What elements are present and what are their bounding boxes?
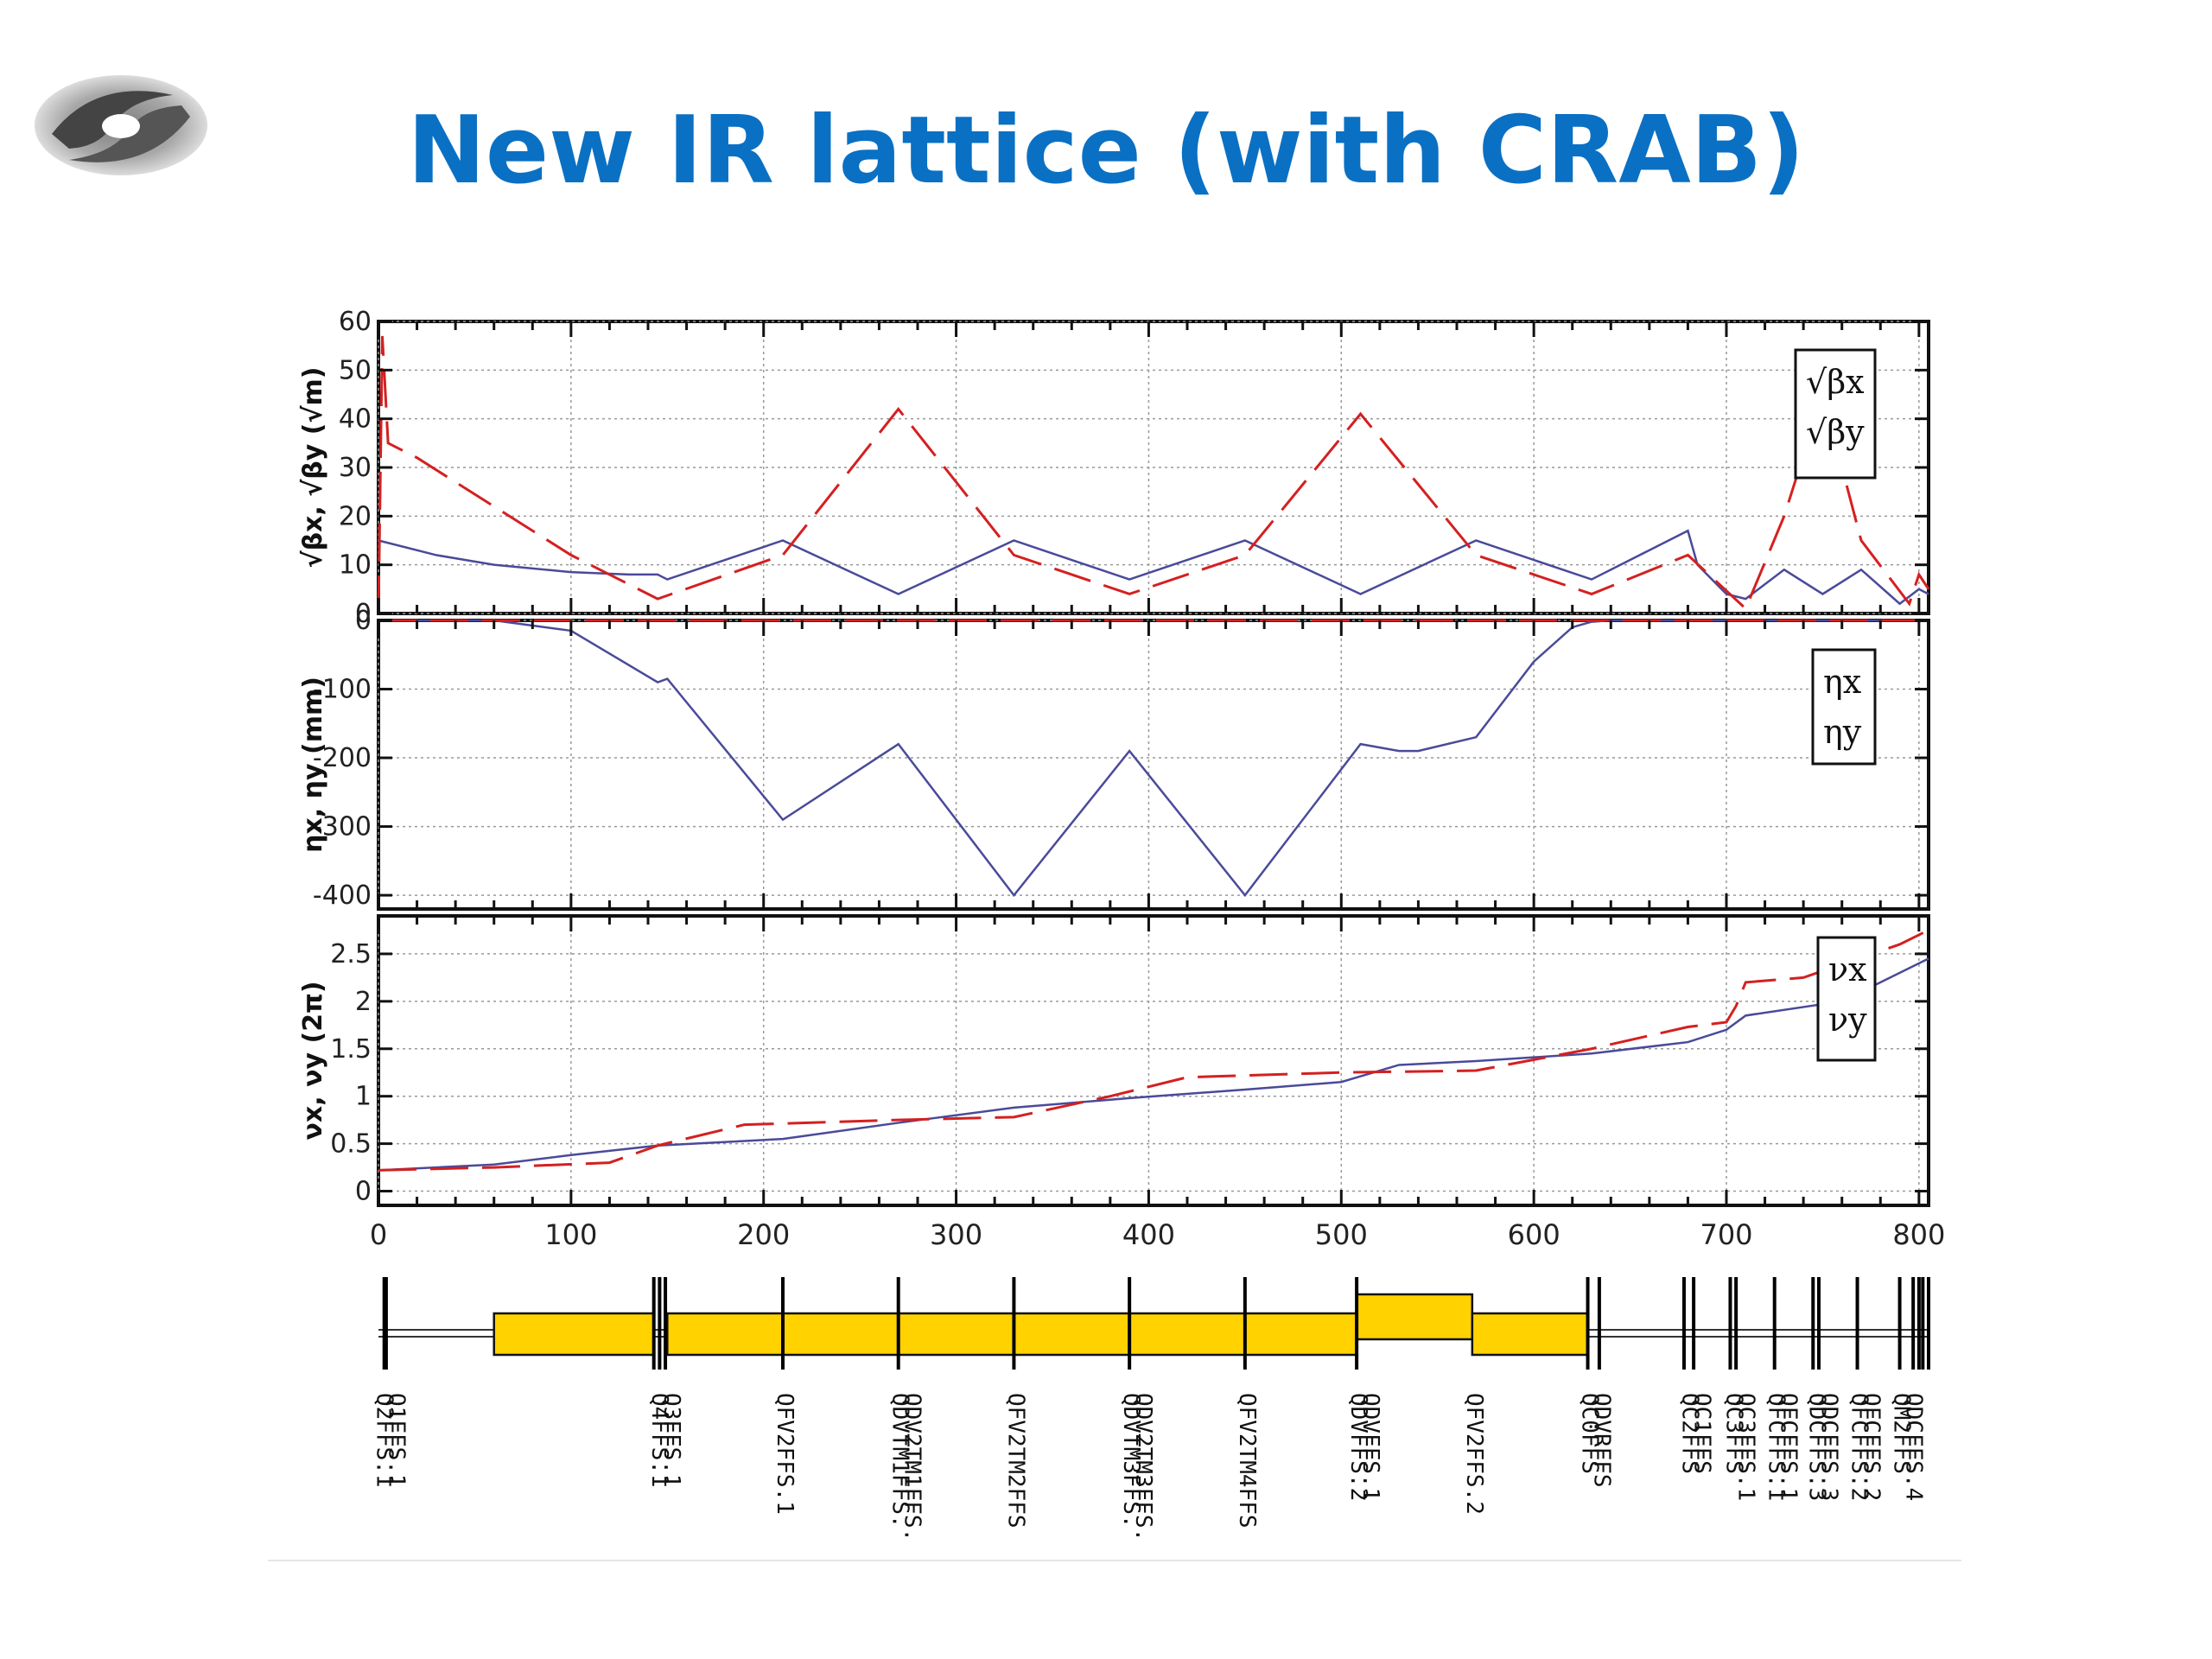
panel-frame-phase <box>377 914 1930 1207</box>
lattice-element-label: Q2FFS.1 <box>371 1393 397 1488</box>
legend-item-dispersion: ηx <box>1823 663 1861 701</box>
institute-logo <box>35 75 207 175</box>
lattice-element-label: QFCFFS.2 <box>1859 1393 1885 1501</box>
lattice-element-label: QDCFFS.4 <box>1901 1393 1927 1501</box>
lattice-element-label: QC1FFS <box>1688 1393 1714 1474</box>
y-tick-label: -400 <box>313 880 372 911</box>
lattice-element-label: QC2FFS <box>1676 1393 1702 1474</box>
lattice-element-label: QFV2FFS.2 <box>1461 1393 1487 1515</box>
legend-item-phase: νx <box>1828 950 1867 988</box>
y-tick-label: 0 <box>355 606 372 636</box>
lattice-element-label: QFCFFS.2 <box>1847 1393 1872 1501</box>
lattice-element-label: Q1FFS.1 <box>383 1393 409 1488</box>
lattice-element-label: QC3FFS.1 <box>1733 1393 1759 1501</box>
series-line-phase-blue <box>378 957 1929 1172</box>
y-tick-label: -300 <box>313 812 372 842</box>
y-tick-label: 0 <box>355 599 372 629</box>
legend-item-beta: √βx <box>1806 363 1865 401</box>
lattice-element-label: Q4FFS.1 <box>646 1393 672 1488</box>
lattice-element-label: QDVFFS.2 <box>1345 1393 1371 1501</box>
lattice-element-label: QDVTM3FFS. <box>1118 1393 1144 1529</box>
lattice-element-block <box>1471 1312 1589 1357</box>
lattice-element-label: QM2FFS <box>1889 1393 1915 1474</box>
y-tick-label: 0.5 <box>330 1129 372 1160</box>
lattice-element-label: QFV2TM2FFS <box>1002 1393 1028 1529</box>
x-tick-label: 300 <box>930 1218 982 1251</box>
lattice-element-label: QFV2FFS.1 <box>772 1393 798 1515</box>
x-tick-label: 100 <box>544 1218 597 1251</box>
slide-title: New IR lattice (with CRAB) <box>407 97 1805 205</box>
x-tick-label: 400 <box>1122 1218 1175 1251</box>
lattice-element-block <box>666 1312 1358 1357</box>
legend-box-beta <box>1794 348 1877 480</box>
lattice-element-label: QDCFFS.3 <box>1816 1393 1842 1501</box>
y-tick-label: 30 <box>339 453 372 483</box>
y-tick-label: -200 <box>313 743 372 773</box>
series-line-phase-red <box>378 929 1929 1172</box>
lattice-element-label: QDV2TM1FFS. <box>899 1393 925 1541</box>
lattice-element-label: QDV2TM3FFS. <box>1130 1393 1156 1541</box>
y-tick-label: 60 <box>339 307 372 337</box>
y-axis-label-beta: √βx, √βy (√m) <box>298 367 328 569</box>
y-tick-label: 2 <box>355 987 372 1017</box>
lattice-element-block <box>493 1312 655 1357</box>
x-tick-label: 500 <box>1315 1218 1368 1251</box>
lattice-element-label: QFCFFS.1 <box>1764 1393 1789 1501</box>
x-tick-label: 200 <box>737 1218 790 1251</box>
y-tick-label: 50 <box>339 355 372 385</box>
x-tick-label: 0 <box>370 1218 387 1251</box>
legend-box-phase <box>1816 936 1877 1062</box>
y-axis-label-phase: νx, νy (2π) <box>298 981 328 1140</box>
y-tick-label: 2.5 <box>330 939 372 969</box>
legend-box-dispersion <box>1811 648 1877 766</box>
lattice-element-label: QDCFFS.3 <box>1804 1393 1830 1501</box>
series-line-beta-blue <box>378 529 1929 606</box>
y-tick-label: 1 <box>355 1082 372 1112</box>
lattice-element-label: QDVRFFS <box>1589 1393 1615 1488</box>
y-tick-label: -100 <box>313 675 372 705</box>
y-tick-label: 20 <box>339 501 372 531</box>
y-tick-label: 0 <box>355 1177 372 1207</box>
lattice-element-label: Q3FFS.1 <box>658 1393 684 1488</box>
y-tick-label: 1.5 <box>330 1034 372 1065</box>
x-tick-label: 700 <box>1700 1218 1752 1251</box>
x-tick-label: 600 <box>1508 1218 1560 1251</box>
lattice-element-label: QFV2TM4FFS <box>1234 1393 1260 1529</box>
lattice-element-label: QFCFFS.1 <box>1776 1393 1802 1501</box>
y-axis-label-dispersion: ηx, ηy (mm) <box>298 677 328 853</box>
lattice-element-block <box>1355 1293 1474 1341</box>
y-tick-label: 40 <box>339 404 372 435</box>
panel-frame-dispersion <box>377 619 1930 911</box>
lattice-element-label: QDVTM1FFS. <box>887 1393 913 1529</box>
legend-item-dispersion: ηy <box>1823 713 1862 751</box>
lattice-element-label: QC0FFS <box>1577 1393 1603 1474</box>
divider-line <box>268 1560 1961 1561</box>
legend-item-beta: √βy <box>1806 413 1865 451</box>
legend-item-phase: νy <box>1828 1001 1867 1039</box>
x-tick-label: 800 <box>1892 1218 1945 1251</box>
lattice-element-label: QDVFFS.1 <box>1357 1393 1383 1501</box>
y-tick-label: 10 <box>339 550 372 581</box>
lattice-element-label: QC3FFS <box>1721 1393 1747 1474</box>
